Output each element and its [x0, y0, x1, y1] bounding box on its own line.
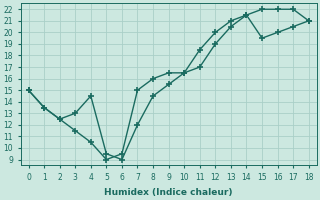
X-axis label: Humidex (Indice chaleur): Humidex (Indice chaleur): [104, 188, 233, 197]
